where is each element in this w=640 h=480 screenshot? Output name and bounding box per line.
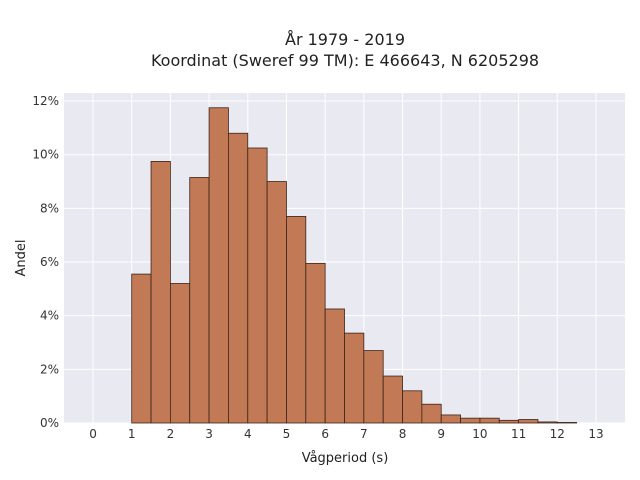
x-tick-label: 8 — [399, 427, 407, 441]
x-tick-label: 5 — [283, 427, 291, 441]
histogram-bar — [363, 350, 384, 424]
x-tick-label: 11 — [511, 427, 526, 441]
histogram-bar — [189, 177, 210, 424]
x-axis-ticks: 0 1 2 3 4 5 6 7 8 9 10 11 12 13 — [89, 427, 603, 441]
y-tick-label: 10% — [32, 148, 59, 162]
histogram-bar — [460, 417, 481, 424]
histogram-bar — [286, 216, 307, 424]
chart-title-line-1: År 1979 - 2019 — [285, 30, 405, 49]
x-tick-label: 9 — [437, 427, 445, 441]
histogram-bar — [382, 375, 403, 424]
x-tick-label: 13 — [588, 427, 603, 441]
histogram-bar — [518, 419, 539, 424]
histogram-bar — [440, 414, 461, 424]
x-axis-label: Vågperiod (s) — [302, 451, 389, 466]
histogram-bar — [305, 262, 326, 424]
y-tick-label: 12% — [32, 94, 59, 108]
histogram-bar — [421, 403, 442, 424]
histogram-bar — [228, 132, 249, 424]
y-tick-label: 4% — [40, 309, 59, 323]
histogram-bar — [169, 283, 191, 424]
y-tick-label: 6% — [40, 255, 59, 269]
histogram-bar — [247, 147, 268, 424]
histogram-bar — [479, 417, 500, 424]
histogram-bar — [344, 332, 365, 424]
x-tick-label: 0 — [89, 427, 97, 441]
x-tick-label: 7 — [360, 427, 368, 441]
x-tick-label: 2 — [167, 427, 175, 441]
x-tick-label: 6 — [321, 427, 329, 441]
histogram-bar — [556, 422, 578, 424]
histogram-bar — [131, 273, 152, 424]
histogram-bar — [266, 181, 287, 424]
x-tick-label: 1 — [128, 427, 136, 441]
y-tick-label: 2% — [40, 362, 59, 376]
histogram-bar — [537, 421, 558, 424]
y-tick-label: 8% — [40, 201, 59, 215]
histogram-bar — [402, 390, 423, 424]
histogram-bar — [324, 308, 345, 424]
histogram-bars — [131, 107, 578, 424]
chart-title-line-2: Koordinat (Sweref 99 TM): E 466643, N 62… — [151, 51, 539, 70]
histogram-bar — [150, 161, 171, 424]
y-tick-label: 0% — [40, 416, 59, 430]
x-tick-label: 4 — [244, 427, 252, 441]
histogram-bar — [208, 107, 229, 424]
y-axis-ticks: 0% 2% 4% 6% 8% 10% 12% — [32, 94, 59, 430]
histogram-bar — [498, 419, 520, 424]
y-axis-label: Andel — [14, 240, 29, 277]
x-tick-label: 3 — [205, 427, 213, 441]
x-tick-label: 12 — [550, 427, 565, 441]
x-tick-label: 10 — [472, 427, 487, 441]
